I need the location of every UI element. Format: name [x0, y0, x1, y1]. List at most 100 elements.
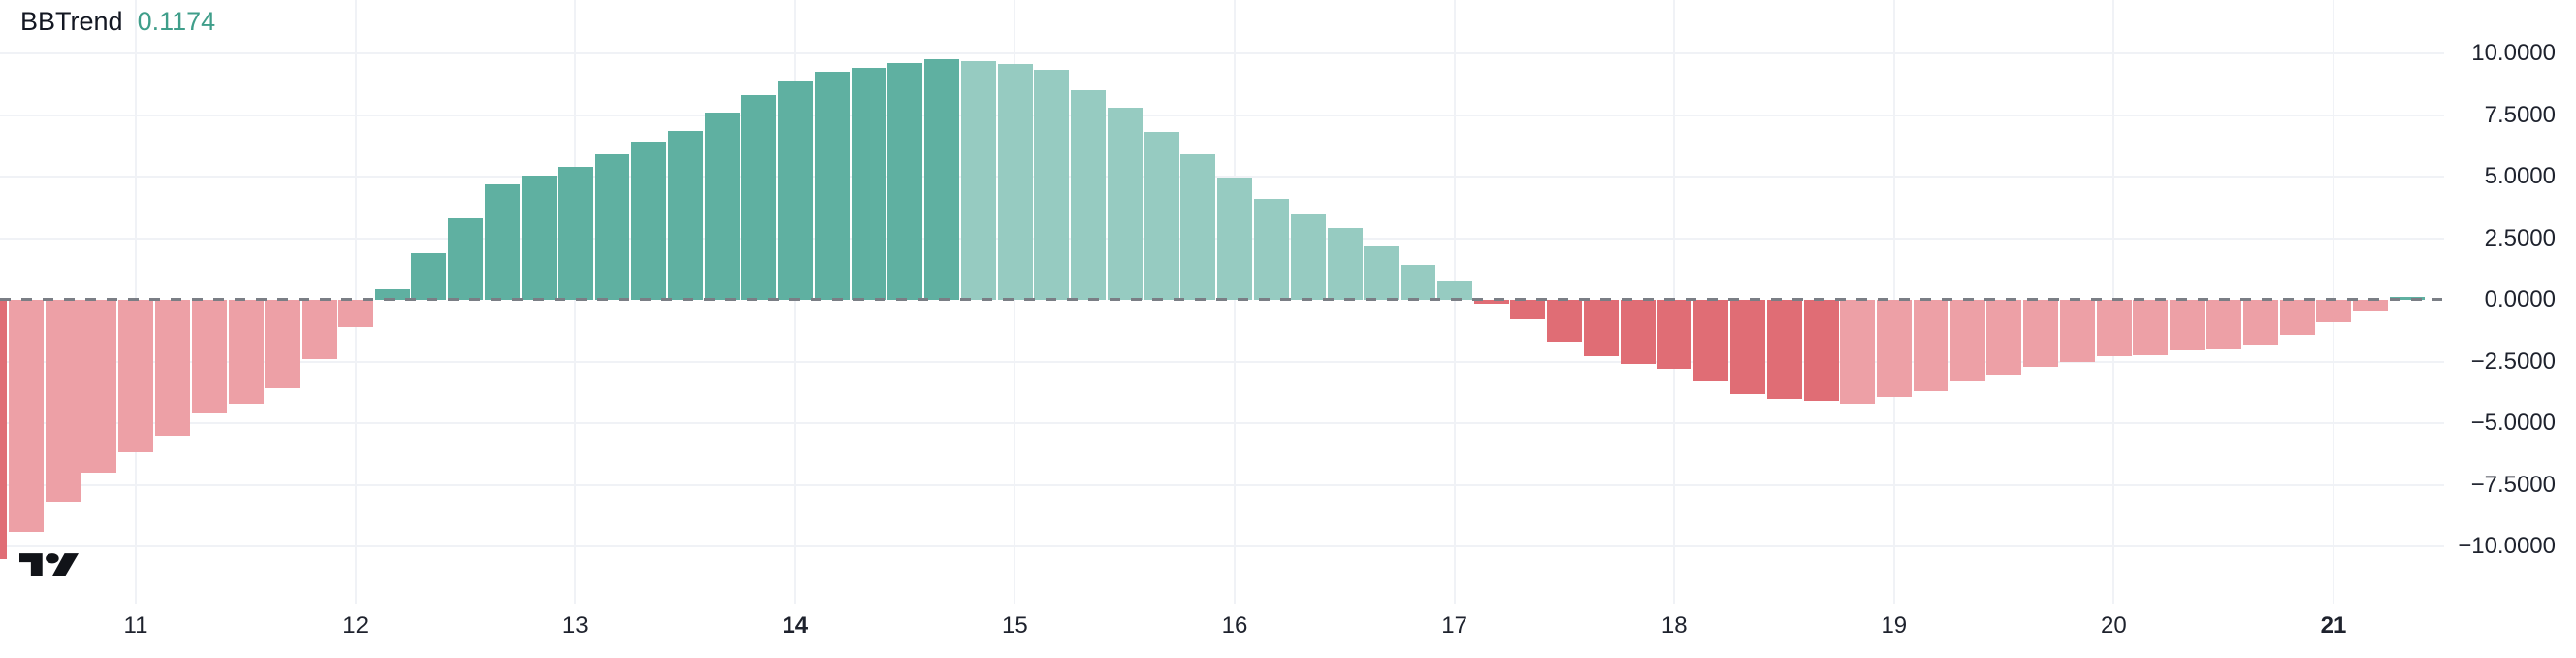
- price-label: −10.0000: [2458, 533, 2556, 559]
- price-label: 7.5000: [2484, 101, 2556, 128]
- gridline-horizontal: [0, 114, 2444, 116]
- histogram-bar: [1034, 70, 1069, 300]
- histogram-bar: [631, 142, 666, 300]
- time-label: 11: [123, 612, 148, 639]
- histogram-bar: [2353, 300, 2388, 311]
- histogram-bar: [1474, 300, 1509, 304]
- histogram-bar: [155, 300, 190, 436]
- indicator-title: BBTrend: [20, 7, 123, 36]
- gridline-vertical: [1014, 0, 1016, 604]
- histogram-bar: [1364, 246, 1399, 300]
- histogram-bar: [1693, 300, 1728, 381]
- gridline-vertical: [793, 0, 796, 604]
- histogram-bar: [2170, 300, 2205, 350]
- gridline-horizontal: [0, 545, 2444, 547]
- histogram-bar: [229, 300, 264, 404]
- histogram-bar: [1547, 300, 1582, 342]
- histogram-bar: [705, 113, 740, 300]
- histogram-bar: [265, 300, 300, 388]
- histogram-bar: [1071, 90, 1106, 300]
- histogram-bar: [118, 300, 153, 452]
- histogram-bar: [2133, 300, 2168, 355]
- time-label: 15: [1002, 612, 1028, 639]
- histogram-bar: [961, 61, 996, 300]
- time-label: 18: [1660, 612, 1688, 639]
- time-label: 20: [2101, 612, 2127, 639]
- gridline-horizontal: [0, 176, 2444, 178]
- histogram-bar: [1767, 300, 1802, 399]
- indicator-legend[interactable]: BBTrend 0.1174: [20, 5, 215, 38]
- histogram-bar: [1877, 300, 1912, 397]
- histogram-bar: [1730, 300, 1765, 394]
- histogram-bar: [2097, 300, 2132, 356]
- gridline-vertical: [574, 0, 577, 604]
- histogram-bar: [302, 300, 337, 359]
- histogram-bar: [338, 300, 373, 327]
- histogram-bar: [411, 253, 446, 300]
- price-label: 10.0000: [2471, 40, 2556, 66]
- time-label: 16: [1221, 612, 1248, 639]
- histogram-bar: [1657, 300, 1691, 369]
- histogram-bar: [375, 289, 410, 300]
- histogram-bar: [1914, 300, 1948, 391]
- histogram-bar: [1584, 300, 1619, 356]
- histogram-bar: [1804, 300, 1839, 401]
- histogram-bar: [2023, 300, 2058, 367]
- histogram-bar: [668, 131, 703, 300]
- histogram-bar: [1621, 300, 1656, 364]
- gridline-horizontal: [0, 483, 2444, 486]
- histogram-bar: [9, 300, 44, 532]
- price-label: 0.0000: [2484, 286, 2556, 313]
- histogram-bar: [1840, 300, 1875, 404]
- chart-plot-area[interactable]: [0, 0, 2452, 658]
- histogram-bar: [1217, 178, 1252, 300]
- histogram-bar: [595, 154, 629, 300]
- histogram-bar: [1108, 108, 1143, 300]
- histogram-bar: [815, 72, 850, 300]
- histogram-bar: [81, 300, 116, 473]
- time-label: 13: [562, 612, 589, 639]
- price-label: −5.0000: [2470, 410, 2556, 436]
- histogram-bar: [741, 95, 776, 300]
- histogram-bar: [1950, 300, 1985, 381]
- price-label: 2.5000: [2484, 224, 2556, 251]
- histogram-bar: [2280, 300, 2315, 335]
- histogram-bar: [1180, 154, 1215, 300]
- histogram-bar: [448, 218, 483, 300]
- price-label: 5.0000: [2484, 163, 2556, 189]
- gridline-horizontal: [0, 422, 2444, 424]
- histogram-bar: [1291, 214, 1326, 300]
- price-label: −2.5000: [2470, 347, 2556, 375]
- price-label: −7.5000: [2470, 471, 2556, 498]
- histogram-bar: [485, 184, 520, 300]
- gridline-horizontal: [0, 52, 2444, 54]
- histogram-bar: [2316, 300, 2351, 322]
- histogram-bar: [558, 167, 593, 300]
- histogram-bar: [2060, 300, 2095, 362]
- histogram-bar: [1328, 228, 1363, 300]
- time-label: 17: [1441, 612, 1467, 639]
- histogram-bar: [1144, 132, 1179, 300]
- time-label: 21: [2320, 612, 2347, 639]
- histogram-bar: [778, 81, 813, 300]
- histogram-bar: [1437, 281, 1472, 300]
- time-label: 19: [1881, 612, 1908, 639]
- time-axis[interactable]: 11 12 13 14 15 16 17 18 19 20 21: [0, 600, 2576, 658]
- gridline-vertical: [1453, 0, 1456, 604]
- histogram-bar: [192, 300, 227, 413]
- histogram-bar: [852, 68, 886, 300]
- histogram-bar: [998, 64, 1033, 300]
- tradingview-logo-icon[interactable]: [19, 548, 79, 588]
- time-label: 14: [782, 612, 809, 639]
- histogram-bar: [2206, 300, 2241, 349]
- histogram-bar: [1401, 265, 1435, 300]
- gridline-vertical: [1234, 0, 1236, 604]
- histogram-bar: [0, 300, 7, 559]
- histogram-bar: [522, 176, 557, 300]
- indicator-value: 0.1174: [137, 7, 216, 36]
- histogram-bar: [46, 300, 80, 502]
- price-axis[interactable]: 10.0000 7.5000 5.0000 2.5000 0.0000 −2.5000 −5…: [2452, 0, 2576, 658]
- histogram-bar: [1986, 300, 2021, 375]
- histogram-bar: [1254, 199, 1289, 300]
